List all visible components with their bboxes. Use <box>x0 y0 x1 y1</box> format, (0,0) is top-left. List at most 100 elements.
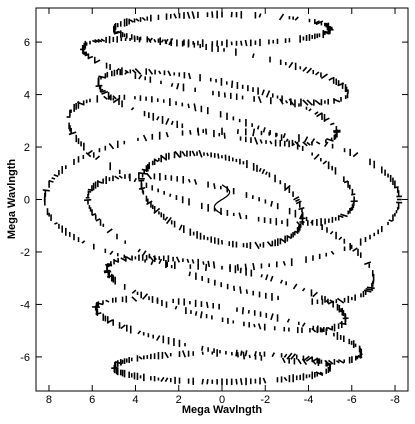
uv-point <box>212 261 216 269</box>
y-tick-label: 6 <box>24 37 30 49</box>
uv-point <box>352 247 358 252</box>
uv-point <box>54 222 58 225</box>
y-tick-label: 0 <box>24 195 30 207</box>
uv-point <box>207 260 211 268</box>
x-tick-label: -6 <box>347 394 357 406</box>
uv-point <box>101 90 109 95</box>
uv-point <box>288 61 294 69</box>
uv-point <box>253 350 257 357</box>
uv-point <box>118 175 123 179</box>
y-tick-label: 4 <box>24 90 30 102</box>
uv-point <box>191 259 195 264</box>
center-spiral <box>213 184 231 215</box>
uv-point <box>53 173 59 178</box>
uv-point <box>242 351 246 360</box>
uv-point <box>257 96 262 104</box>
uv-point <box>297 358 302 365</box>
uv-point <box>131 69 137 74</box>
uv-point <box>310 138 316 144</box>
uv-point <box>114 175 120 180</box>
uv-point <box>108 143 115 150</box>
uv-point <box>112 98 120 104</box>
uv-point <box>106 274 114 278</box>
uv-point <box>95 312 102 315</box>
uv-point <box>87 149 93 155</box>
uv-point <box>366 286 375 290</box>
uv-point <box>186 258 190 263</box>
uv-point <box>316 112 323 118</box>
uv-point <box>100 38 106 42</box>
uv-point <box>105 263 113 267</box>
uv-point <box>336 297 345 304</box>
uv-point <box>95 218 101 222</box>
uv-point <box>213 183 216 190</box>
uv-point <box>329 230 334 235</box>
uv-point <box>312 291 318 298</box>
uv-point <box>248 354 251 359</box>
uv-track-arc-9 <box>92 295 363 366</box>
uv-track-arc-2 <box>80 36 349 107</box>
uv-point <box>199 311 203 319</box>
uv-point <box>160 39 165 43</box>
uv-point <box>256 125 260 130</box>
uv-point <box>154 159 159 163</box>
uv-point <box>84 198 92 202</box>
uv-point <box>133 177 137 183</box>
uv-point <box>330 122 335 126</box>
uv-point <box>134 67 142 75</box>
uv-point <box>305 355 314 362</box>
uv-point <box>311 327 317 333</box>
uv-point <box>95 302 104 306</box>
uv-point <box>137 248 141 253</box>
uv-point <box>270 313 274 321</box>
uv-point <box>290 353 297 360</box>
uv-point <box>281 357 286 364</box>
uv-point <box>301 287 306 292</box>
uv-point <box>352 152 359 158</box>
uv-point <box>164 351 169 359</box>
uv-point <box>147 37 152 44</box>
x-tick-label: -2 <box>260 394 270 406</box>
uv-point <box>194 311 198 316</box>
uv-point <box>235 378 238 385</box>
uv-point <box>315 141 321 145</box>
uv-point <box>302 99 309 106</box>
uv-point <box>81 51 88 54</box>
uv-point <box>170 82 174 87</box>
uv-point <box>262 377 267 384</box>
uv-point <box>130 106 135 111</box>
y-tick-label: -2 <box>20 247 30 259</box>
uv-point <box>244 39 248 47</box>
uv-point <box>286 352 293 360</box>
uv-point <box>205 301 209 309</box>
uv-point <box>213 184 231 215</box>
uv-point <box>109 250 114 256</box>
uv-point <box>193 178 198 185</box>
uv-point <box>259 139 263 144</box>
uv-point <box>181 151 186 157</box>
y-tick-label: -6 <box>20 352 30 364</box>
uv-point <box>253 136 259 145</box>
uv-point <box>94 155 101 161</box>
uv-point <box>198 149 203 158</box>
uv-point <box>323 30 331 34</box>
uv-point <box>235 349 238 357</box>
uv-point <box>327 326 332 331</box>
uv-point <box>295 198 301 203</box>
uv-point <box>339 215 344 219</box>
uv-point <box>223 132 226 139</box>
uv-point <box>135 18 140 22</box>
uv-point <box>158 70 162 75</box>
x-tick-label: 2 <box>176 394 182 406</box>
uv-point <box>139 172 148 175</box>
uv-point <box>338 236 343 241</box>
uv-point <box>174 305 178 310</box>
uv-point <box>186 11 191 19</box>
uv-point <box>339 322 347 326</box>
uv-point <box>330 250 335 255</box>
uv-point <box>298 213 304 220</box>
uv-point <box>92 39 97 44</box>
uv-point <box>156 116 160 121</box>
uv-point <box>103 95 108 100</box>
uv-point <box>258 167 262 172</box>
